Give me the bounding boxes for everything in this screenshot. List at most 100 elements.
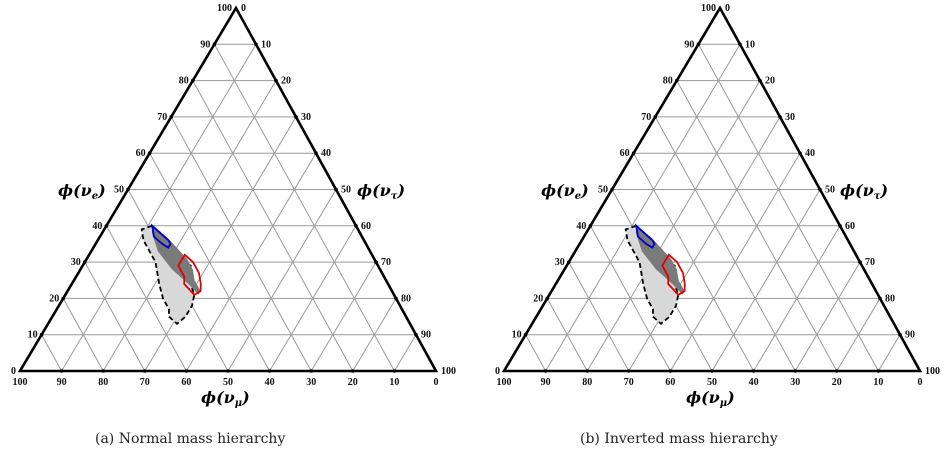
grid-line xyxy=(545,44,741,372)
tick-label: 90 xyxy=(684,39,694,50)
tick-mark xyxy=(778,115,782,119)
red-contour xyxy=(177,253,202,296)
tick-label: 20 xyxy=(348,377,358,388)
tick-label: 50 xyxy=(707,377,717,388)
caption: (a) Normal mass hierarchy xyxy=(95,431,285,447)
grid-line xyxy=(269,225,357,372)
ternary-grid xyxy=(525,43,901,372)
tick-mark xyxy=(588,224,593,228)
tick-mark xyxy=(653,115,657,119)
grid-line xyxy=(546,298,588,372)
tick-label: 50 xyxy=(223,377,233,388)
tick-mark xyxy=(59,369,64,373)
grid-line xyxy=(41,334,63,372)
grid-line xyxy=(654,116,796,372)
tick-mark xyxy=(212,42,217,47)
tick-mark xyxy=(254,42,258,47)
tick-label: 90 xyxy=(905,330,915,341)
tick-label: 60 xyxy=(845,221,855,232)
tick-mark xyxy=(184,369,189,373)
tick-mark xyxy=(226,369,230,373)
tick-label: 0 xyxy=(11,366,16,377)
tick-label: 80 xyxy=(98,377,108,388)
tick-mark xyxy=(818,187,822,192)
tick-label: 80 xyxy=(663,76,673,87)
tick-label: 70 xyxy=(157,112,167,123)
grid-line xyxy=(589,225,671,372)
tick-label: 90 xyxy=(541,377,551,388)
tick-mark xyxy=(738,42,742,47)
tick-mark xyxy=(351,369,355,373)
tick-mark xyxy=(858,260,862,264)
tick-mark xyxy=(61,296,65,301)
left-axis-label: ϕ(νe) xyxy=(58,181,106,202)
tick-label: 20 xyxy=(49,293,59,304)
tick-label: 20 xyxy=(765,76,775,87)
grid-line xyxy=(877,334,901,372)
tick-label: 60 xyxy=(665,377,675,388)
tick-label: 70 xyxy=(641,112,651,123)
tick-label: 50 xyxy=(825,185,835,196)
grid-line xyxy=(170,116,312,372)
grid-line xyxy=(697,44,879,372)
tick-mark xyxy=(878,296,882,301)
tick-mark xyxy=(838,224,842,228)
grid-line xyxy=(836,298,881,372)
tick-mark xyxy=(354,224,358,228)
tick-label: 100 xyxy=(925,366,940,377)
tick-label: 30 xyxy=(785,112,795,123)
tick-mark xyxy=(585,369,589,373)
grid-line xyxy=(213,44,395,372)
bottom-axis-label: ϕ(νμ) xyxy=(201,388,250,409)
tick-mark xyxy=(143,369,147,373)
tick-label: 90 xyxy=(57,377,67,388)
right-axis-label: ϕ(ντ) xyxy=(357,181,405,202)
caption: (b) Inverted mass hierarchy xyxy=(580,431,778,447)
grid-line xyxy=(628,116,781,372)
grid-line xyxy=(144,116,297,372)
grid-line xyxy=(352,298,397,372)
tick-label: 40 xyxy=(576,221,586,232)
tick-label: 50 xyxy=(598,185,608,196)
tick-mark xyxy=(668,369,673,373)
tick-label: 100 xyxy=(701,3,716,14)
tick-label: 40 xyxy=(805,148,815,159)
blue-contour xyxy=(634,223,656,249)
tick-mark xyxy=(543,369,548,373)
tick-mark xyxy=(294,115,298,119)
tick-label: 10 xyxy=(873,377,883,388)
tick-label: 60 xyxy=(361,221,371,232)
tick-label: 60 xyxy=(136,148,146,159)
grid-line xyxy=(525,334,547,372)
tick-label: 70 xyxy=(140,377,150,388)
tick-label: 20 xyxy=(281,76,291,87)
tick-label: 50 xyxy=(114,185,124,196)
red-contour xyxy=(661,253,686,296)
tick-mark xyxy=(334,187,338,192)
tick-mark xyxy=(798,151,802,155)
tick-label: 70 xyxy=(624,377,634,388)
tick-mark xyxy=(314,151,318,155)
tick-mark xyxy=(610,187,614,192)
tick-label: 40 xyxy=(749,377,759,388)
tick-label: 0 xyxy=(241,3,246,14)
flavor-ratio-regions xyxy=(624,223,686,325)
grid-line xyxy=(84,261,146,372)
tick-label: 20 xyxy=(533,293,543,304)
grid-line xyxy=(753,225,841,372)
inner-region xyxy=(152,225,201,295)
tick-mark xyxy=(126,187,130,192)
tick-label: 30 xyxy=(301,112,311,123)
bottom-axis-label: ϕ(νμ) xyxy=(686,388,735,409)
tick-mark xyxy=(392,369,397,373)
tick-mark xyxy=(414,332,418,337)
tick-label: 10 xyxy=(745,39,755,50)
right-axis-label: ϕ(ντ) xyxy=(840,181,888,202)
tick-mark xyxy=(675,78,679,83)
tick-mark xyxy=(627,369,631,373)
tick-mark xyxy=(876,369,881,373)
tick-label: 0 xyxy=(434,377,439,388)
